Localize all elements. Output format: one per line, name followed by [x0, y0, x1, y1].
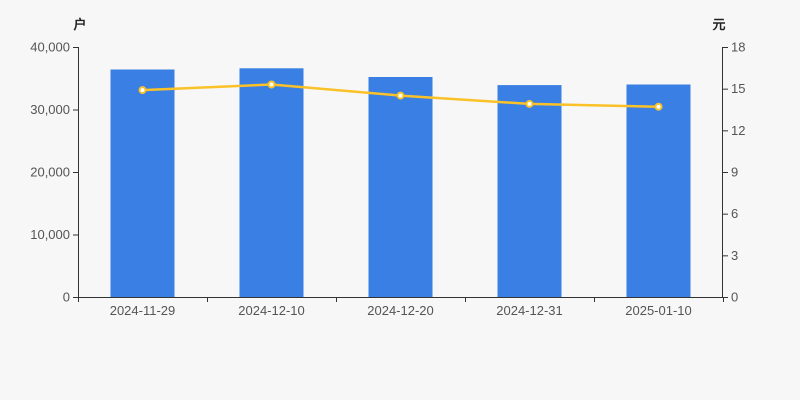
line-point-2024-12-20[interactable] [396, 91, 405, 100]
line-point-2025-01-10[interactable] [654, 102, 663, 111]
bar-2024-12-10[interactable] [239, 68, 304, 298]
y-right-tick-label: 12 [731, 123, 745, 138]
date-label: 2024-12-10 [238, 303, 305, 318]
y-right-tick-label: 6 [731, 206, 738, 221]
line-point-2024-12-10[interactable] [267, 80, 276, 89]
y-right-tick-label: 18 [731, 40, 745, 55]
date-label: 2024-12-31 [496, 303, 563, 318]
y-right-tick-label: 0 [731, 290, 738, 305]
y-left-tick-label: 20,000 [30, 165, 70, 180]
left-axis-title: 户 [73, 17, 87, 32]
line-point-2024-12-31[interactable] [525, 99, 534, 108]
date-label: 2024-11-29 [110, 303, 176, 318]
bar-2024-12-31[interactable] [497, 85, 562, 297]
right-axis-title: 元 [712, 17, 726, 32]
y-left-tick-label: 40,000 [30, 40, 70, 55]
bar-2024-12-20[interactable] [368, 77, 433, 297]
y-left-tick-label: 0 [63, 290, 70, 305]
bar-2025-01-10[interactable] [626, 84, 691, 298]
line-point-2024-11-29[interactable] [138, 86, 147, 95]
bar-2024-11-29[interactable] [110, 69, 175, 298]
y-left-tick-label: 30,000 [30, 102, 70, 117]
date-label: 2024-12-20 [367, 303, 434, 318]
y-right-tick-label: 3 [731, 248, 738, 263]
y-left-tick-label: 10,000 [30, 227, 70, 242]
y-right-tick-label: 15 [731, 81, 745, 96]
date-label: 2025-01-10 [625, 303, 692, 318]
y-right-tick-label: 9 [731, 165, 738, 180]
